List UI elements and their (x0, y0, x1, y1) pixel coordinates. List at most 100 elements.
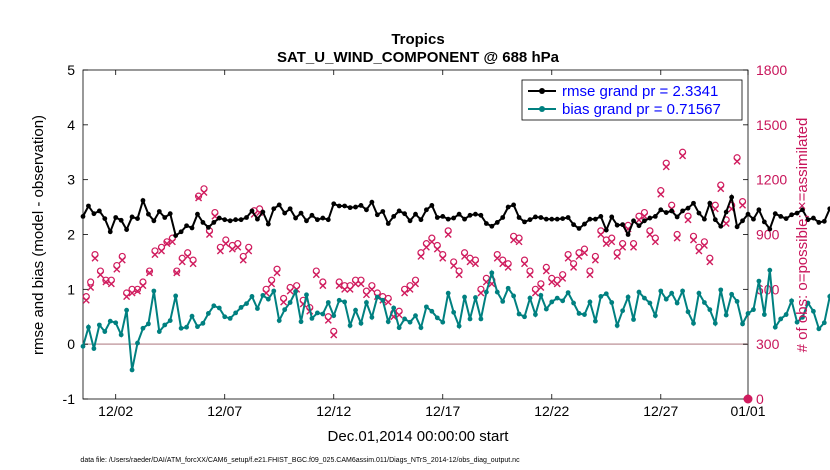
obs-assimilated-marker (151, 251, 159, 259)
obs-assimilated-marker (739, 201, 747, 209)
rmse-point (614, 222, 620, 228)
bias-point (489, 270, 495, 276)
rmse-point (680, 208, 685, 214)
obs-assimilated-marker (134, 287, 142, 295)
rmse-point (129, 214, 135, 220)
bias-point (516, 311, 522, 317)
obs-assimilated-stroke (173, 269, 181, 277)
rmse-point (255, 216, 260, 222)
obs-assimilated-marker (139, 282, 147, 290)
bias-point (396, 325, 402, 331)
x-tick-label: 12/07 (207, 403, 242, 419)
chart-subtitle: SAT_U_WIND_COMPONENT @ 688 hPa (277, 49, 560, 66)
bias-point (680, 288, 685, 294)
rmse-point (298, 210, 304, 216)
obs-assimilated-stroke (368, 285, 376, 293)
obs-assimilated-marker (189, 260, 197, 268)
bias-point (271, 288, 277, 294)
bias-point (533, 312, 538, 317)
obs-assimilated-stroke (570, 263, 578, 271)
rmse-point (233, 217, 239, 223)
bias-point (314, 310, 320, 316)
rmse-point (195, 211, 200, 217)
bias-point (543, 306, 549, 312)
bias-point (483, 289, 489, 295)
rmse-point (238, 217, 244, 223)
rmse-point (767, 226, 773, 232)
bias-point (647, 300, 653, 306)
bias-point (129, 367, 135, 373)
bias-point (124, 307, 130, 313)
rmse-point (576, 226, 582, 231)
obs-possible-marker (194, 192, 203, 200)
rmse-point (756, 207, 762, 213)
y-tick-label: 5 (67, 62, 75, 78)
obs-assimilated-stroke (118, 256, 126, 264)
legend: rmse grand pr = 2.3341 bias grand pr = 0… (521, 79, 743, 121)
bias-point (424, 304, 429, 310)
rmse-point (102, 216, 108, 221)
rmse-point (701, 216, 707, 222)
bias-point (244, 301, 249, 306)
bias-point (407, 319, 413, 325)
rmse-point (592, 216, 598, 222)
obs-assimilated-stroke (673, 234, 681, 242)
rmse-point (772, 211, 778, 217)
obs-assimilated-marker (384, 298, 392, 306)
obs-assimilated-stroke (504, 263, 512, 271)
obs-assimilated-stroke (515, 238, 523, 246)
bias-point (353, 307, 358, 313)
obs-assimilated-stroke (422, 243, 430, 251)
obs-assimilated-marker (673, 234, 681, 242)
rmse-point (494, 220, 500, 225)
bias-point (205, 311, 211, 316)
rmse-point (391, 214, 397, 219)
chart-title: Tropics (391, 31, 444, 48)
rmse-point (674, 214, 680, 220)
obs-assimilated-stroke (195, 194, 203, 202)
obs-assimilated-stroke (346, 285, 354, 293)
obs-assimilated-stroke (493, 254, 501, 262)
rmse-point (249, 208, 255, 214)
rmse-point (778, 214, 784, 219)
rmse-point (167, 211, 173, 217)
bias-point (592, 318, 598, 324)
obs-assimilated-marker (268, 280, 276, 288)
obs-assimilated-stroke (362, 291, 370, 299)
rmse-point (734, 224, 740, 230)
obs-assimilated-stroke (134, 287, 142, 295)
rmse-point (244, 215, 249, 220)
obs-assimilated-stroke (87, 284, 95, 292)
rmse-point (811, 215, 816, 221)
obs-assimilated-marker (635, 216, 643, 224)
obs-assimilated-marker (433, 245, 441, 253)
obs-assimilated-stroke (613, 252, 621, 260)
bias-point (800, 314, 805, 320)
bias-point (222, 314, 228, 320)
obs-assimilated-marker (591, 256, 599, 264)
bias-point (565, 290, 571, 296)
obs-assimilated-stroke (352, 280, 360, 288)
bias-point (701, 300, 707, 305)
obs-assimilated-stroke (324, 316, 332, 324)
obs-assimilated-marker (619, 243, 627, 251)
bias-point (691, 320, 696, 326)
obs-assimilated-stroke (168, 238, 176, 246)
rmse-point (118, 217, 124, 223)
obs-assimilated-stroke (286, 287, 294, 295)
bias-point (440, 319, 446, 325)
obs-assimilated-marker (362, 291, 370, 299)
obs-assimilated-stroke (163, 240, 171, 248)
rmse-point (462, 216, 467, 222)
bias-point (745, 311, 751, 316)
obs-assimilated-marker (422, 243, 430, 251)
obs-assimilated-marker (717, 185, 725, 193)
bias-point (827, 294, 830, 299)
obs-assimilated-marker (417, 252, 425, 260)
obs-assimilated-stroke (341, 285, 349, 293)
obs-assimilated-marker (439, 254, 447, 262)
rmse-point (571, 222, 576, 228)
obs-assimilated-marker (521, 260, 529, 268)
obs-assimilated-stroke (200, 188, 208, 196)
